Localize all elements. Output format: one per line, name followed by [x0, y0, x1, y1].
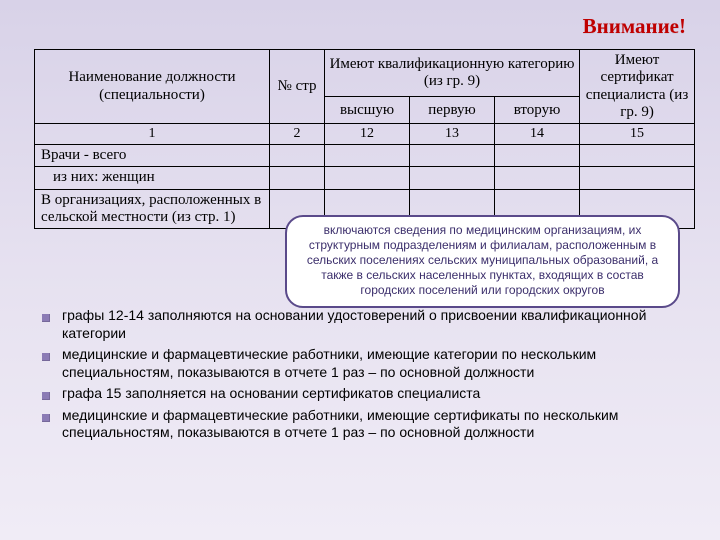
colnum-1: 1 [35, 124, 270, 145]
list-item: медицинские и фармацевтические работники… [38, 407, 694, 442]
table-row: из них: женщин [35, 167, 270, 189]
table-row: В организациях, расположенных в сельской… [35, 189, 270, 229]
table-cell [495, 167, 580, 189]
colnum-2: 2 [270, 124, 325, 145]
list-item: графа 15 заполняется на основании сертиф… [38, 385, 694, 403]
slide-title: Внимание! [34, 14, 686, 39]
table-cell [580, 167, 695, 189]
table-cell [270, 167, 325, 189]
table-cell [325, 167, 410, 189]
th-cert: Имеют сертификат специалиста (из гр. 9) [580, 50, 695, 124]
list-item: графы 12-14 заполняются на основании удо… [38, 307, 694, 342]
callout-bubble: включаются сведения по медицинским орган… [285, 215, 680, 308]
notes-list: графы 12-14 заполняются на основании удо… [38, 307, 694, 442]
list-item: медицинские и фармацевтические работники… [38, 346, 694, 381]
colnum-12: 12 [325, 124, 410, 145]
th-qual-group: Имеют квалификационную категорию (из гр.… [325, 50, 580, 97]
th-name: Наименование должности (специальности) [35, 50, 270, 124]
table-cell [580, 145, 695, 167]
slide: Внимание! Наименование должности (специа… [0, 0, 720, 540]
th-page: № стр [270, 50, 325, 124]
table-cell [410, 145, 495, 167]
th-second: вторую [495, 97, 580, 124]
colnum-13: 13 [410, 124, 495, 145]
th-first: первую [410, 97, 495, 124]
colnum-15: 15 [580, 124, 695, 145]
th-high: высшую [325, 97, 410, 124]
table-cell [270, 145, 325, 167]
table-row: Врачи - всего [35, 145, 270, 167]
table-cell [495, 145, 580, 167]
table-cell [410, 167, 495, 189]
qualification-table: Наименование должности (специальности) №… [34, 49, 695, 229]
table-cell [325, 145, 410, 167]
colnum-14: 14 [495, 124, 580, 145]
